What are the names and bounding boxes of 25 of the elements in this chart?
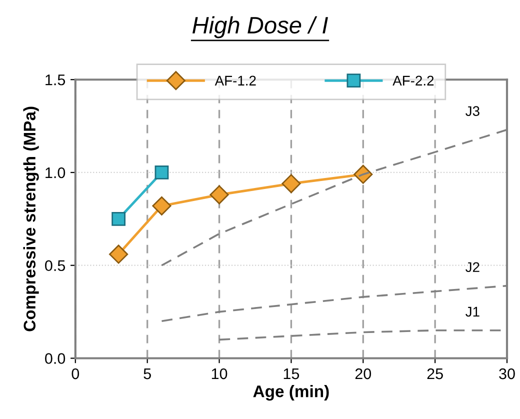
- legend-label: AF-1.2: [214, 76, 256, 86]
- point: [112, 212, 126, 226]
- y-axis-title: Compressive strength (MPa): [23, 106, 39, 332]
- series-label: J2: [466, 262, 480, 272]
- series-label: J3: [466, 106, 480, 116]
- y-tick-label: 0.0: [45, 353, 66, 364]
- x-axis-title: Age (min): [253, 384, 329, 401]
- x-tick-label: 5: [144, 368, 151, 380]
- x-tick-label: 25: [427, 368, 443, 380]
- x-tick-label: 0: [72, 368, 80, 380]
- point: [210, 185, 229, 204]
- x-tick-label: 15: [284, 368, 300, 380]
- y-tick-label: 0.5: [45, 260, 66, 272]
- x-tick-label: 20: [355, 368, 372, 380]
- point: [154, 166, 169, 180]
- y-tick-label: 1.0: [46, 167, 66, 178]
- series-label: J1: [466, 306, 480, 317]
- x-tick-label: 30: [499, 368, 515, 380]
- legend-label: AF-2.2: [392, 76, 434, 86]
- chart-title: High Dose / I: [192, 16, 328, 38]
- x-tick-label: 10: [212, 368, 228, 380]
- point: [282, 174, 301, 194]
- y-tick-label: 1.5: [46, 74, 66, 86]
- point: [152, 196, 172, 216]
- point: [109, 244, 128, 264]
